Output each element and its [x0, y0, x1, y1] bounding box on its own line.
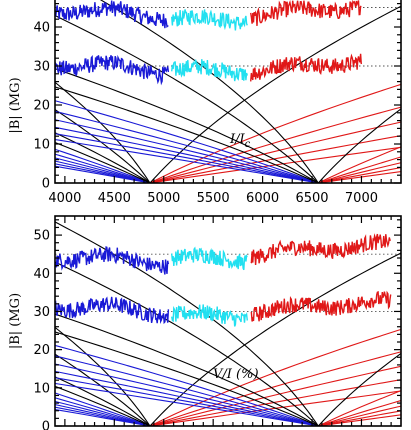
transition-curve [55, 108, 151, 183]
field-trace [55, 296, 170, 325]
field-trace [250, 53, 362, 82]
transition-curve [55, 14, 319, 183]
transition-curve [149, 121, 401, 183]
y-axis-label: |B| (MG) [8, 77, 23, 133]
transition-curve [55, 344, 319, 426]
transition-curve [55, 132, 151, 183]
x-tick-label: 4000 [48, 191, 81, 206]
transition-curve [55, 119, 319, 183]
y-tick-label: 10 [33, 381, 50, 396]
plot-area [55, 0, 401, 183]
field-trace [250, 290, 392, 322]
transition-curve [55, 363, 319, 426]
transition-curve [149, 351, 401, 426]
panel-label: V/I (%) [213, 367, 259, 382]
transition-curve [149, 106, 401, 183]
transition-curve [317, 108, 401, 183]
field-trace [171, 59, 248, 82]
x-tick-label: 7000 [345, 191, 378, 206]
y-tick-label: 30 [33, 305, 50, 320]
field-trace [171, 9, 248, 31]
field-trace [171, 246, 248, 271]
field-trace [55, 0, 169, 29]
x-tick-label: 5000 [147, 191, 180, 206]
transition-curve [55, 133, 319, 183]
field-trace [55, 54, 170, 86]
transition-curve [55, 376, 151, 426]
x-tick-label: 5500 [197, 191, 230, 206]
transition-curve [55, 100, 319, 183]
y-tick-label: 20 [33, 99, 50, 114]
transition-curve [149, 146, 401, 183]
field-trace [171, 304, 248, 327]
transition-curve [99, 0, 319, 183]
transition-curve [149, 379, 401, 426]
transition-curve [55, 138, 319, 183]
y-tick-label: 40 [33, 267, 50, 282]
transition-curve [55, 110, 319, 183]
transition-curve [55, 313, 319, 426]
transition-curve [55, 355, 319, 426]
field-trace [55, 246, 170, 275]
transition-curve [55, 326, 151, 426]
transition-curve [55, 261, 319, 426]
transition-curve [317, 352, 401, 426]
x-tick-label: 6500 [295, 191, 328, 206]
field-trace [250, 233, 391, 265]
y-tick-label: 0 [42, 420, 50, 430]
transition-curve [149, 83, 401, 183]
plot-frame [54, 215, 402, 427]
transition-curve [55, 126, 319, 183]
y-tick-label: 0 [42, 177, 50, 192]
y-tick-label: 10 [33, 138, 50, 153]
panel-2: 0 10 20 30 40 50 |B| (MG) V/I (%) [8, 215, 402, 430]
transition-curve [149, 5, 401, 183]
transition-curve [55, 377, 319, 426]
y-tick-label: 20 [33, 343, 50, 358]
panel-1: 4000 4500 5000 5500 6000 6500 7000 0 10 20 30 40 |B|… [8, 0, 402, 206]
panel-label-subscript: c [245, 139, 251, 150]
y-tick-label: 30 [33, 60, 50, 75]
x-tick-label: 6000 [246, 191, 279, 206]
y-tick-label: 50 [33, 229, 50, 244]
transition-curve [149, 328, 401, 426]
transition-curve [55, 353, 151, 426]
transition-curve [149, 365, 401, 426]
transition-curve [149, 135, 401, 183]
transition-curve [55, 68, 319, 183]
y-axis-label: |B| (MG) [8, 293, 23, 349]
transition-curve [55, 81, 151, 183]
transition-curve [55, 370, 319, 426]
plot-frame [54, 0, 402, 184]
transition-curve [55, 382, 319, 426]
transition-curve [55, 86, 319, 183]
transition-curve [55, 331, 319, 426]
field-trace [250, 0, 362, 26]
x-tick-label: 4500 [98, 191, 131, 206]
y-tick-label: 40 [33, 21, 50, 36]
